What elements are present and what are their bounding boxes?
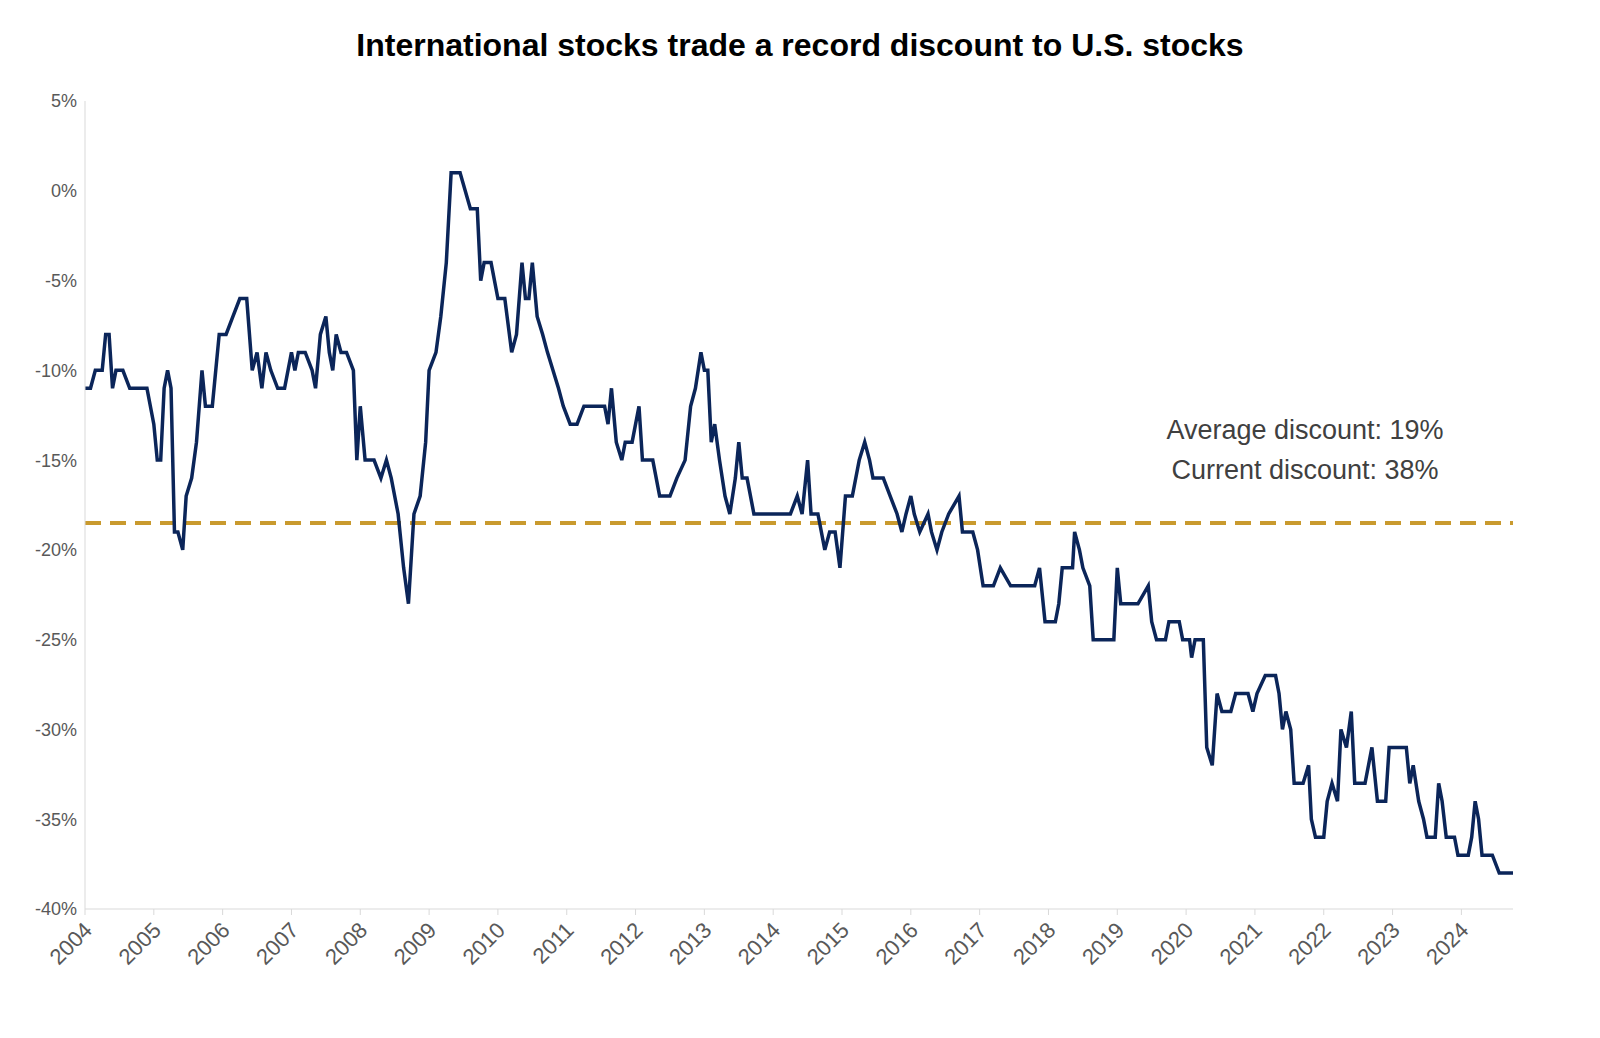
html-text:International stocks trade a r: International stocks trade a record disc…	[356, 27, 1244, 63]
svg-text:2012: 2012	[595, 917, 647, 969]
svg-text:2007: 2007	[251, 917, 303, 969]
svg-text:2018: 2018	[1008, 917, 1060, 969]
svg-text:2023: 2023	[1352, 917, 1404, 969]
svg-text:2010: 2010	[458, 917, 510, 969]
svg-text:2022: 2022	[1283, 917, 1335, 969]
svg-text:2017: 2017	[939, 917, 991, 969]
svg-text:-25%: -25%	[35, 630, 77, 650]
svg-text:2009: 2009	[389, 917, 441, 969]
svg-text:2008: 2008	[320, 917, 372, 969]
svg-text:2024: 2024	[1421, 917, 1473, 969]
svg-text:-5%: -5%	[45, 271, 77, 291]
svg-text:2021: 2021	[1215, 917, 1267, 969]
svg-text:-15%: -15%	[35, 451, 77, 471]
svg-text:2013: 2013	[664, 917, 716, 969]
svg-text:-40%: -40%	[35, 899, 77, 919]
svg-text:2005: 2005	[114, 917, 166, 969]
svg-text:2016: 2016	[871, 917, 923, 969]
svg-text:5%: 5%	[51, 91, 77, 111]
svg-text:2004: 2004	[45, 917, 97, 969]
svg-text:-35%: -35%	[35, 810, 77, 830]
html-text:Average discount: 19%: Average discount: 19%	[1166, 415, 1444, 445]
svg-text:2015: 2015	[802, 917, 854, 969]
svg-text:2020: 2020	[1146, 917, 1198, 969]
svg-text:2014: 2014	[733, 917, 785, 969]
svg-text:-30%: -30%	[35, 720, 77, 740]
svg-text:2019: 2019	[1077, 917, 1129, 969]
svg-text:-20%: -20%	[35, 540, 77, 560]
html-text:Current discount: 38%: Current discount: 38%	[1171, 455, 1439, 485]
svg-text:-10%: -10%	[35, 361, 77, 381]
svg-text:2006: 2006	[182, 917, 234, 969]
svg-text:2011: 2011	[528, 917, 579, 968]
svg-text:0%: 0%	[51, 181, 77, 201]
